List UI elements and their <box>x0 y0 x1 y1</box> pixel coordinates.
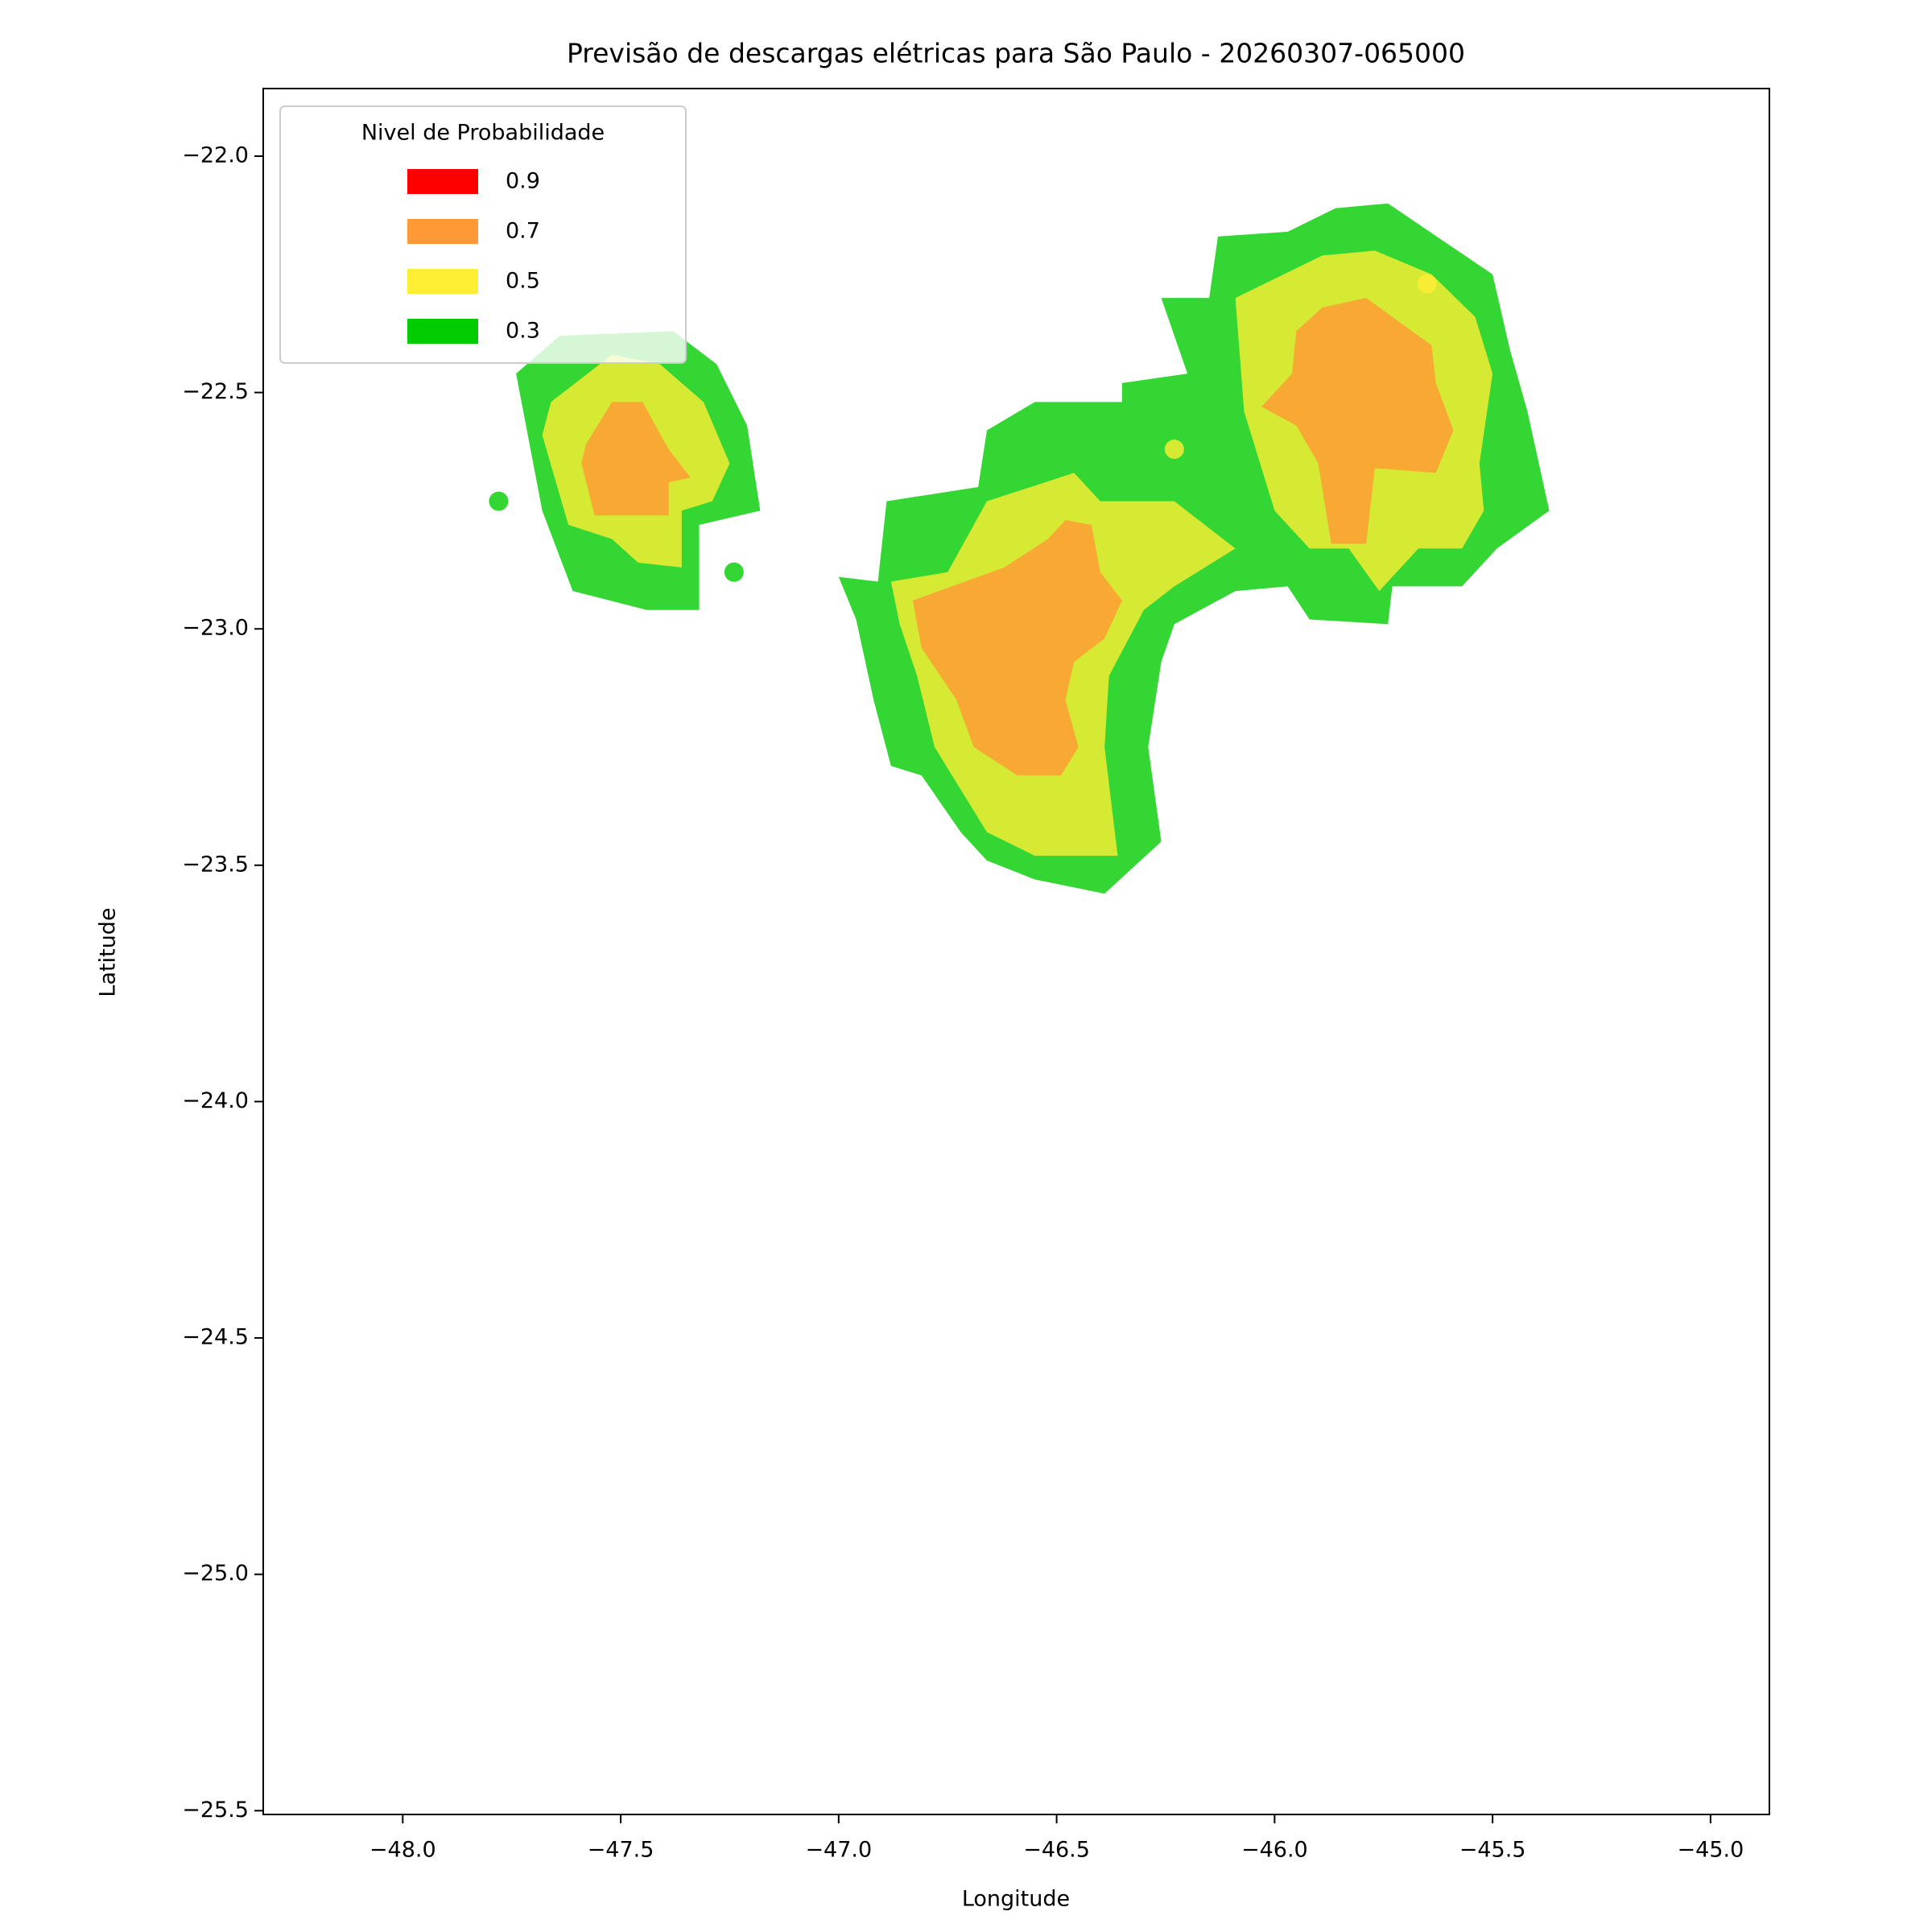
y-axis-label: Latitude <box>96 907 121 997</box>
legend-box <box>279 105 687 364</box>
y-tick-label: −25.5 <box>182 1798 249 1823</box>
legend-label: 0.9 <box>506 169 540 194</box>
y-tick-label: −22.5 <box>182 379 249 404</box>
contour-spot <box>1164 440 1184 460</box>
x-tick-label: −47.5 <box>588 1838 654 1863</box>
legend-swatch <box>407 219 478 244</box>
y-tick-label: −24.0 <box>182 1088 249 1113</box>
chart-title: Previsão de descargas elétricas para São… <box>567 38 1465 69</box>
x-tick-label: −46.5 <box>1023 1838 1090 1863</box>
y-tick-label: −23.0 <box>182 616 249 641</box>
y-tick-label: −25.0 <box>182 1561 249 1586</box>
x-tick-label: −45.0 <box>1678 1838 1744 1863</box>
legend-title: Nivel de Probabilidade <box>361 121 605 146</box>
legend-label: 0.3 <box>506 319 540 344</box>
contour-region <box>581 402 691 516</box>
plot-frame <box>262 88 1770 1815</box>
legend-swatch <box>407 319 478 344</box>
x-tick-label: −47.0 <box>805 1838 872 1863</box>
y-tick-label: −22.0 <box>182 142 249 167</box>
contour-spot <box>489 491 509 511</box>
x-tick-label: −46.0 <box>1241 1838 1308 1863</box>
x-axis-label: Longitude <box>962 1887 1070 1912</box>
legend-label: 0.7 <box>506 219 540 244</box>
contour-spot <box>1417 274 1437 294</box>
x-tick-label: −45.5 <box>1459 1838 1526 1863</box>
y-tick-label: −24.5 <box>182 1325 249 1350</box>
x-tick-label: −48.0 <box>369 1838 436 1863</box>
y-tick-label: −23.5 <box>182 852 249 877</box>
legend-swatch <box>407 169 478 194</box>
contour-region <box>1261 298 1454 544</box>
contour-spot <box>724 562 744 582</box>
contour-region <box>912 520 1122 776</box>
legend-label: 0.5 <box>506 269 540 294</box>
legend-swatch <box>407 269 478 294</box>
